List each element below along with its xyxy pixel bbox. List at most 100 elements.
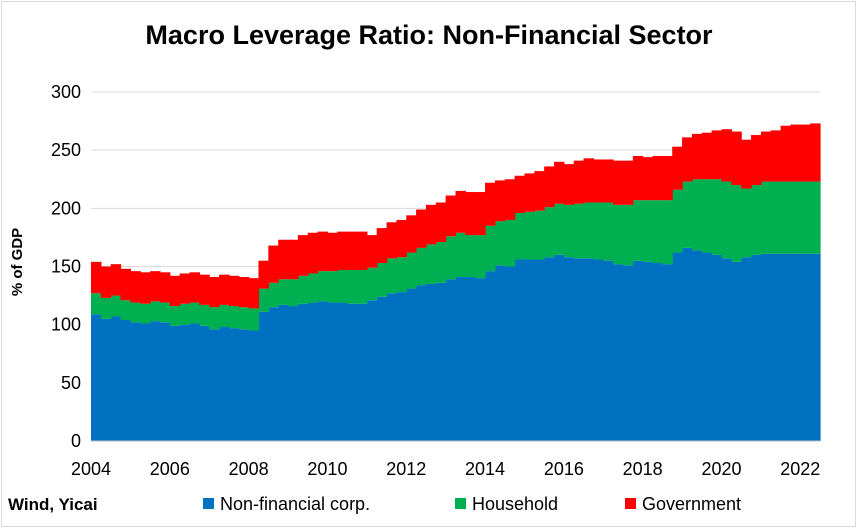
area-segment-household-35 (435, 242, 447, 283)
area-segment-household-21 (297, 275, 309, 304)
area-segment-household-14 (228, 306, 240, 329)
area-segment-government-45 (534, 171, 545, 211)
area-segment-government-17 (258, 260, 269, 289)
area-segment-household-30 (386, 258, 397, 294)
area-segment-non-financial-corp-31 (396, 292, 407, 441)
area-segment-household-15 (238, 307, 250, 330)
area-segment-household-71 (790, 181, 801, 254)
area-segment-household-46 (544, 207, 555, 258)
area-segment-household-3 (120, 300, 132, 321)
area-segment-non-financial-corp-7 (159, 322, 171, 441)
legend-label-non-financial-corp: Non-financial corp. (220, 494, 371, 514)
area-segment-non-financial-corp-59 (672, 252, 683, 441)
area-segment-government-20 (288, 239, 299, 280)
area-segment-non-financial-corp-60 (682, 247, 693, 441)
area-segment-government-2 (110, 264, 122, 296)
area-segment-non-financial-corp-73 (810, 253, 821, 441)
area-segment-government-18 (268, 245, 279, 283)
area-segment-government-69 (770, 130, 782, 182)
area-segment-non-financial-corp-49 (573, 258, 585, 441)
area-segment-household-9 (179, 303, 191, 325)
area-segment-household-52 (603, 202, 614, 261)
area-segment-household-12 (209, 307, 220, 330)
area-segment-non-financial-corp-68 (760, 253, 772, 441)
area-segment-government-26 (347, 231, 358, 270)
area-segment-government-71 (790, 124, 801, 182)
area-segment-government-30 (386, 222, 397, 259)
area-segment-non-financial-corp-4 (130, 322, 141, 441)
area-segment-household-63 (711, 179, 723, 255)
x-tick-label-2012: 2012 (386, 459, 426, 479)
area-segment-non-financial-corp-46 (544, 257, 555, 441)
area-segment-household-70 (780, 181, 792, 254)
area-segment-household-49 (573, 203, 585, 259)
area-segment-government-12 (209, 276, 220, 308)
area-segment-government-23 (317, 231, 329, 272)
y-tick-label-0: 0 (71, 431, 81, 451)
area-segment-non-financial-corp-13 (219, 326, 230, 441)
area-segment-household-72 (800, 181, 811, 254)
area-segment-non-financial-corp-64 (721, 258, 732, 441)
area-segment-government-9 (179, 273, 191, 304)
area-segment-government-49 (573, 160, 585, 204)
area-segment-non-financial-corp-17 (258, 311, 269, 441)
y-tick-label-300: 300 (51, 82, 81, 102)
area-segment-government-63 (711, 130, 723, 180)
y-tick-label-200: 200 (51, 198, 81, 218)
area-segment-non-financial-corp-51 (593, 259, 604, 441)
area-segment-government-4 (130, 271, 141, 303)
area-segment-non-financial-corp-2 (110, 316, 122, 441)
legend-swatch-non-financial-corp (203, 498, 214, 509)
area-segment-non-financial-corp-54 (622, 265, 634, 441)
area-segment-non-financial-corp-48 (563, 257, 575, 441)
area-segment-government-65 (731, 131, 742, 186)
area-segment-household-8 (169, 306, 181, 326)
area-segment-household-68 (760, 181, 772, 254)
area-segment-non-financial-corp-55 (632, 260, 644, 441)
area-segment-non-financial-corp-16 (248, 330, 260, 441)
area-segment-government-25 (337, 231, 348, 270)
area-segment-government-8 (169, 275, 181, 307)
area-segment-non-financial-corp-44 (524, 259, 535, 441)
legend-item-household: Household (455, 494, 558, 515)
area-segment-non-financial-corp-27 (356, 303, 368, 441)
area-segment-household-45 (534, 210, 545, 260)
area-segment-government-36 (445, 195, 457, 237)
area-segment-government-38 (465, 192, 476, 236)
area-segment-government-15 (238, 276, 250, 308)
area-segment-household-37 (455, 232, 466, 277)
area-segment-household-7 (159, 302, 171, 323)
legend-swatch-household (455, 498, 466, 509)
area-segment-government-73 (810, 123, 821, 182)
area-segment-non-financial-corp-61 (691, 250, 703, 441)
area-segment-government-62 (701, 132, 713, 180)
x-tick-label-2016: 2016 (544, 459, 584, 479)
area-segment-household-23 (317, 271, 329, 302)
area-segment-government-31 (396, 219, 407, 258)
area-segment-household-50 (583, 202, 595, 259)
area-segment-household-25 (337, 269, 348, 303)
area-segment-non-financial-corp-34 (425, 283, 437, 441)
area-segment-government-60 (682, 137, 693, 182)
area-segment-non-financial-corp-62 (701, 252, 713, 441)
area-segment-household-29 (376, 263, 388, 297)
area-segment-government-67 (751, 135, 762, 186)
area-segment-household-65 (731, 185, 742, 262)
area-segment-non-financial-corp-45 (534, 259, 545, 441)
area-segment-non-financial-corp-10 (189, 323, 200, 441)
area-segment-non-financial-corp-15 (238, 329, 250, 441)
area-segment-non-financial-corp-26 (347, 303, 358, 441)
area-segment-government-68 (760, 131, 772, 182)
area-segment-household-55 (632, 200, 644, 261)
area-segment-government-41 (494, 180, 506, 222)
area-segment-household-1 (100, 297, 112, 319)
area-segment-government-55 (632, 155, 644, 201)
area-segment-non-financial-corp-5 (140, 323, 151, 441)
x-tick-label-2020: 2020 (701, 459, 741, 479)
legend-item-non-financial-corp: Non-financial corp. (203, 494, 370, 515)
area-segment-non-financial-corp-67 (751, 254, 762, 441)
area-segment-government-56 (642, 157, 654, 201)
area-segment-non-financial-corp-63 (711, 254, 723, 441)
y-tick-label-150: 150 (51, 257, 81, 277)
area-segment-government-43 (514, 175, 526, 213)
